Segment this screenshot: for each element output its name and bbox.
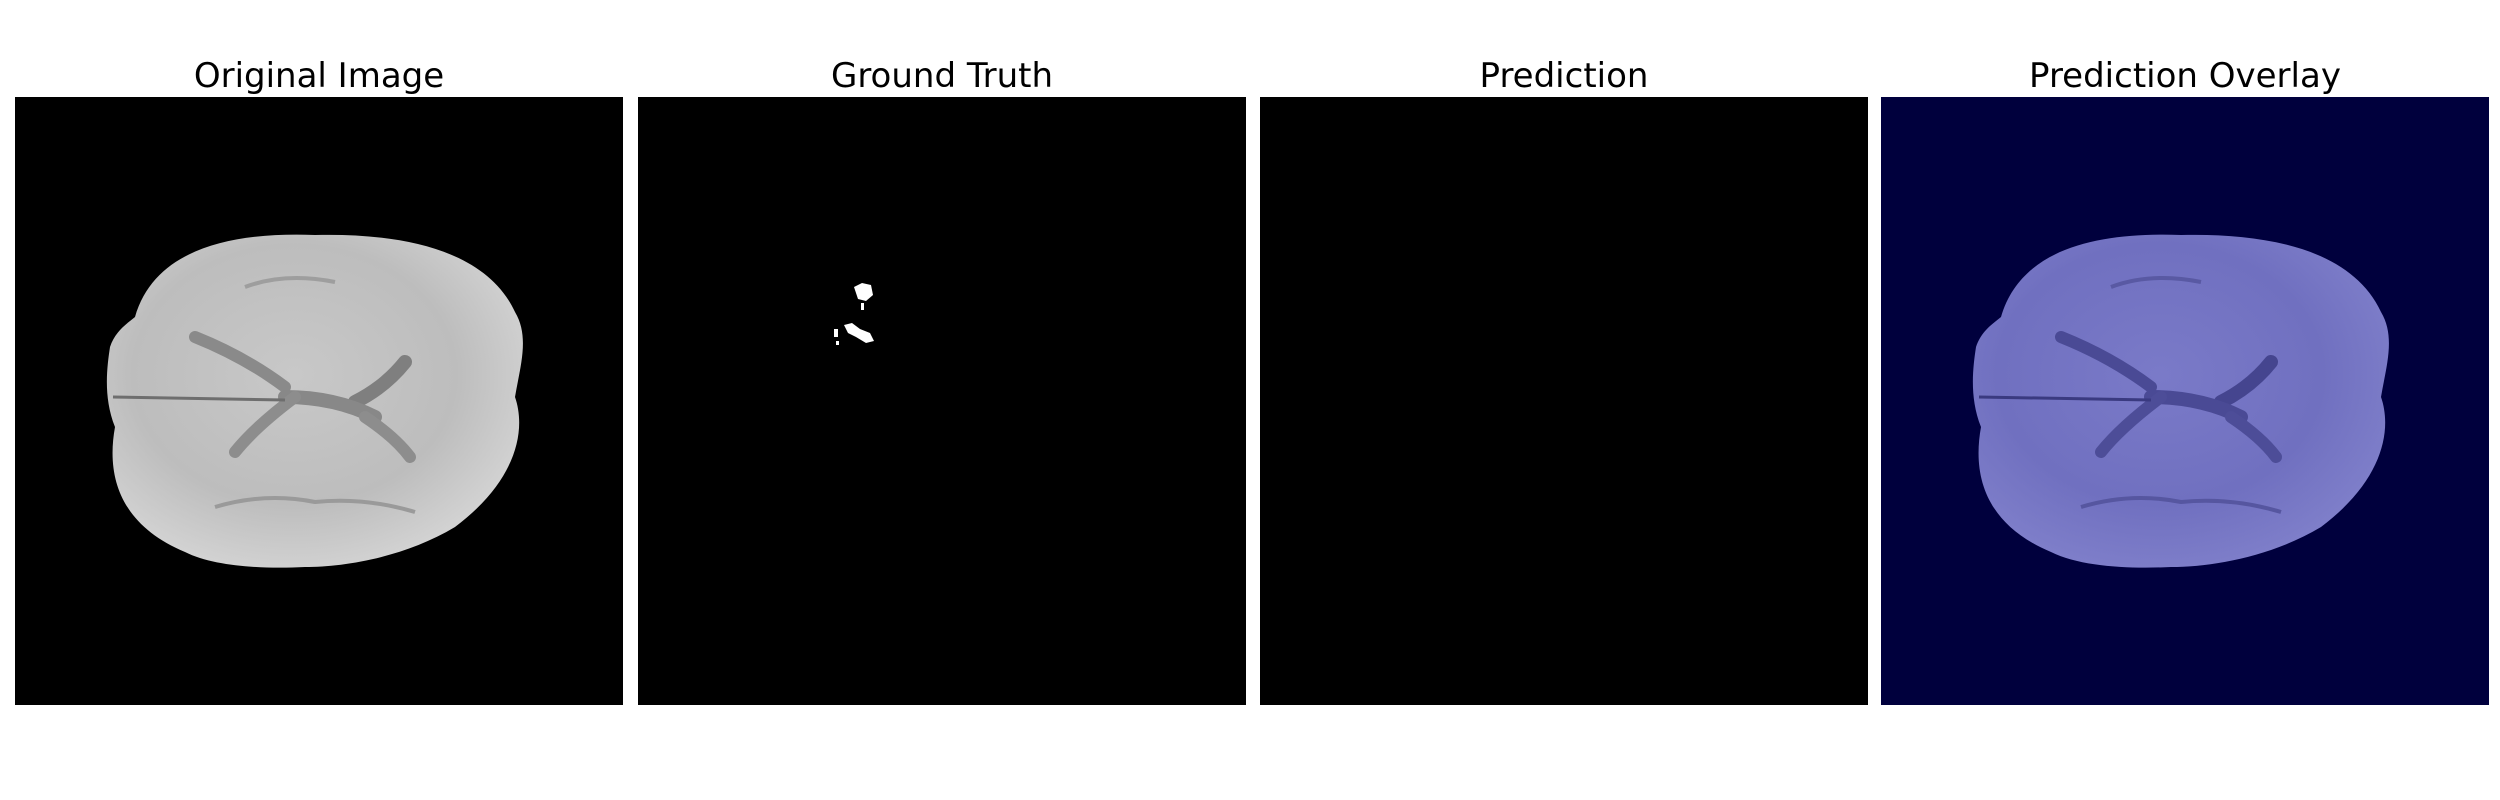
- panel-title: Prediction Overlay: [1881, 52, 2489, 100]
- panel-ground-truth: Ground Truth: [638, 0, 1246, 800]
- mri-slice-image: [15, 97, 623, 705]
- panel-title: Original Image: [15, 52, 623, 100]
- prediction-mask: [1260, 97, 1868, 705]
- prediction-overlay-image: [1881, 97, 2489, 705]
- panel-title: Prediction: [1260, 52, 1868, 100]
- panel-prediction: Prediction: [1260, 0, 1868, 800]
- ground-truth-mask: [638, 97, 1246, 705]
- panel-prediction-overlay: Prediction Overlay: [1881, 0, 2489, 800]
- panel-original-image: Original Image: [15, 0, 623, 800]
- panel-title: Ground Truth: [638, 52, 1246, 100]
